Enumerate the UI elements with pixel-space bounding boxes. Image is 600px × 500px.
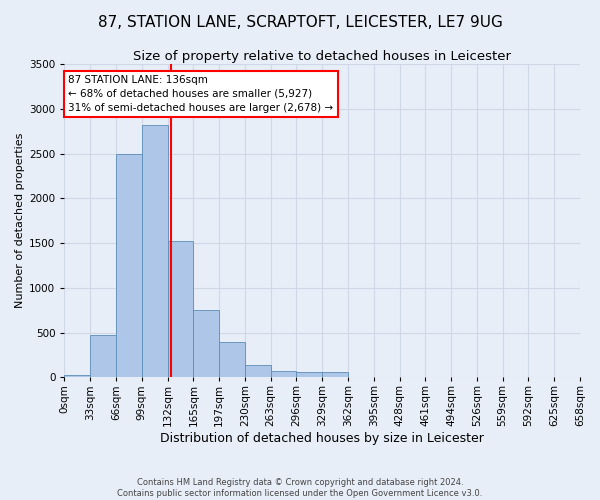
Bar — [64, 374, 90, 378]
Bar — [219, 342, 245, 378]
Bar — [271, 370, 296, 378]
Text: 87 STATION LANE: 136sqm
← 68% of detached houses are smaller (5,927)
31% of semi: 87 STATION LANE: 136sqm ← 68% of detache… — [68, 75, 334, 113]
X-axis label: Distribution of detached houses by size in Leicester: Distribution of detached houses by size … — [160, 432, 484, 445]
Title: Size of property relative to detached houses in Leicester: Size of property relative to detached ho… — [133, 50, 511, 63]
Bar — [90, 336, 116, 378]
Text: 87, STATION LANE, SCRAPTOFT, LEICESTER, LE7 9UG: 87, STATION LANE, SCRAPTOFT, LEICESTER, … — [98, 15, 502, 30]
Bar — [116, 154, 142, 378]
Text: Contains HM Land Registry data © Crown copyright and database right 2024.
Contai: Contains HM Land Registry data © Crown c… — [118, 478, 482, 498]
Bar — [142, 125, 167, 378]
Y-axis label: Number of detached properties: Number of detached properties — [15, 133, 25, 308]
Bar — [193, 310, 219, 378]
Bar — [245, 365, 271, 378]
Bar — [296, 372, 322, 378]
Bar — [322, 372, 348, 378]
Bar — [167, 242, 193, 378]
